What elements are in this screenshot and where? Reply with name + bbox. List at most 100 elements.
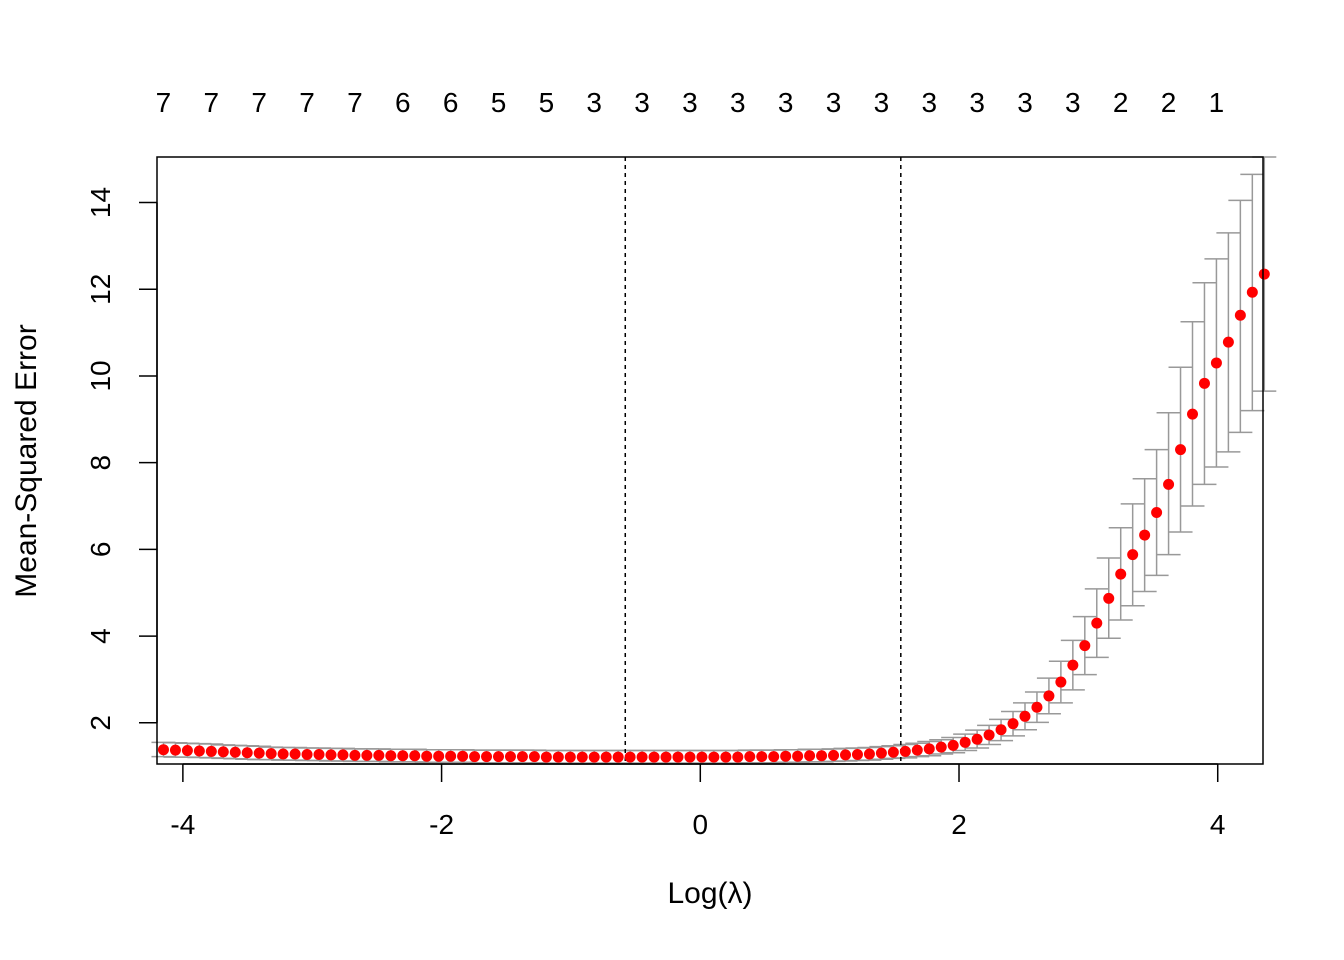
data-point — [983, 729, 995, 741]
data-point — [469, 751, 481, 763]
data-point — [935, 741, 947, 753]
data-point — [792, 750, 804, 762]
data-point — [1115, 568, 1127, 580]
data-point — [397, 750, 409, 762]
reference-lines — [624, 157, 902, 764]
data-point — [923, 743, 935, 755]
data-point — [708, 751, 720, 763]
data-point — [636, 751, 648, 763]
data-point — [516, 751, 528, 763]
x-tick-label: -2 — [429, 809, 454, 840]
top-axis-label: 3 — [586, 87, 602, 118]
data-point — [887, 746, 899, 758]
data-point — [504, 751, 516, 763]
data-point — [325, 749, 337, 761]
data-point — [995, 724, 1007, 736]
data-point — [1007, 718, 1019, 730]
y-tick-label: 2 — [85, 715, 116, 731]
data-point — [588, 751, 600, 763]
top-axis-label: 7 — [204, 87, 220, 118]
data-point — [361, 749, 373, 761]
data-point — [720, 751, 732, 763]
data-point — [349, 749, 361, 761]
data-point — [863, 748, 875, 760]
data-point — [205, 745, 217, 757]
data-point — [1019, 710, 1031, 722]
data-point — [648, 751, 660, 763]
y-tick-label: 12 — [85, 274, 116, 305]
data-point — [756, 751, 768, 763]
data-point — [684, 751, 696, 763]
data-point — [493, 751, 505, 763]
data-point — [744, 751, 756, 763]
data-point — [457, 750, 469, 762]
data-point — [169, 744, 181, 756]
data-point — [433, 750, 445, 762]
data-point — [768, 751, 780, 763]
data-point — [373, 749, 385, 761]
data-point — [612, 751, 624, 763]
top-axis-label: 5 — [539, 87, 555, 118]
data-point — [911, 744, 923, 756]
top-axis-label: 3 — [730, 87, 746, 118]
data-point — [253, 747, 265, 759]
data-point — [1103, 592, 1115, 604]
x-tick-label: 4 — [1210, 809, 1226, 840]
data-point — [576, 751, 588, 763]
top-axis-label: 5 — [491, 87, 507, 118]
data-point — [1187, 408, 1199, 420]
data-point — [600, 751, 612, 763]
top-axis-label: 1 — [1209, 87, 1225, 118]
x-tick-label: -4 — [170, 809, 195, 840]
data-point — [1175, 444, 1187, 456]
top-axis-label: 3 — [634, 87, 650, 118]
data-point — [445, 750, 457, 762]
x-axis-label: Log(λ) — [667, 877, 752, 910]
data-point — [289, 748, 301, 760]
data-point — [277, 748, 289, 760]
data-point — [552, 751, 564, 763]
top-axis-label: 7 — [251, 87, 267, 118]
top-axis-label: 3 — [969, 87, 985, 118]
data-point — [1210, 357, 1222, 369]
top-axis-label: 3 — [1065, 87, 1081, 118]
data-point — [1151, 507, 1163, 519]
error-bars — [151, 156, 1277, 764]
data-point — [1091, 617, 1103, 629]
data-point — [660, 751, 672, 763]
top-axis-label: 3 — [682, 87, 698, 118]
top-axis-label: 3 — [826, 87, 842, 118]
data-point — [971, 733, 983, 745]
data-point — [265, 748, 277, 760]
data-point — [181, 745, 193, 757]
data-point — [959, 736, 971, 748]
data-point — [696, 751, 708, 763]
top-axis-label: 7 — [347, 87, 363, 118]
data-point — [672, 751, 684, 763]
data-point — [732, 751, 744, 763]
x-tick-label: 0 — [693, 809, 709, 840]
data-point — [193, 745, 205, 757]
data-point — [1198, 377, 1210, 389]
data-point — [899, 745, 911, 757]
data-point — [421, 750, 433, 762]
data-point — [828, 749, 840, 761]
data-point — [1163, 478, 1175, 490]
y-tick-label: 6 — [85, 542, 116, 558]
y-tick-label: 4 — [85, 628, 116, 644]
x-axis: -4 -2 0 2 4 — [170, 763, 1226, 840]
y-tick-label: 8 — [85, 455, 116, 471]
top-axis-label: 3 — [1017, 87, 1033, 118]
data-point — [624, 751, 636, 763]
data-point — [301, 748, 313, 760]
data-point — [481, 751, 493, 763]
data-point — [1043, 690, 1055, 702]
plot-frame — [156, 156, 1264, 765]
data-point — [1139, 529, 1151, 541]
top-axis-label: 3 — [778, 87, 794, 118]
data-point — [217, 746, 229, 758]
data-point — [241, 747, 253, 759]
data-point — [157, 744, 169, 756]
